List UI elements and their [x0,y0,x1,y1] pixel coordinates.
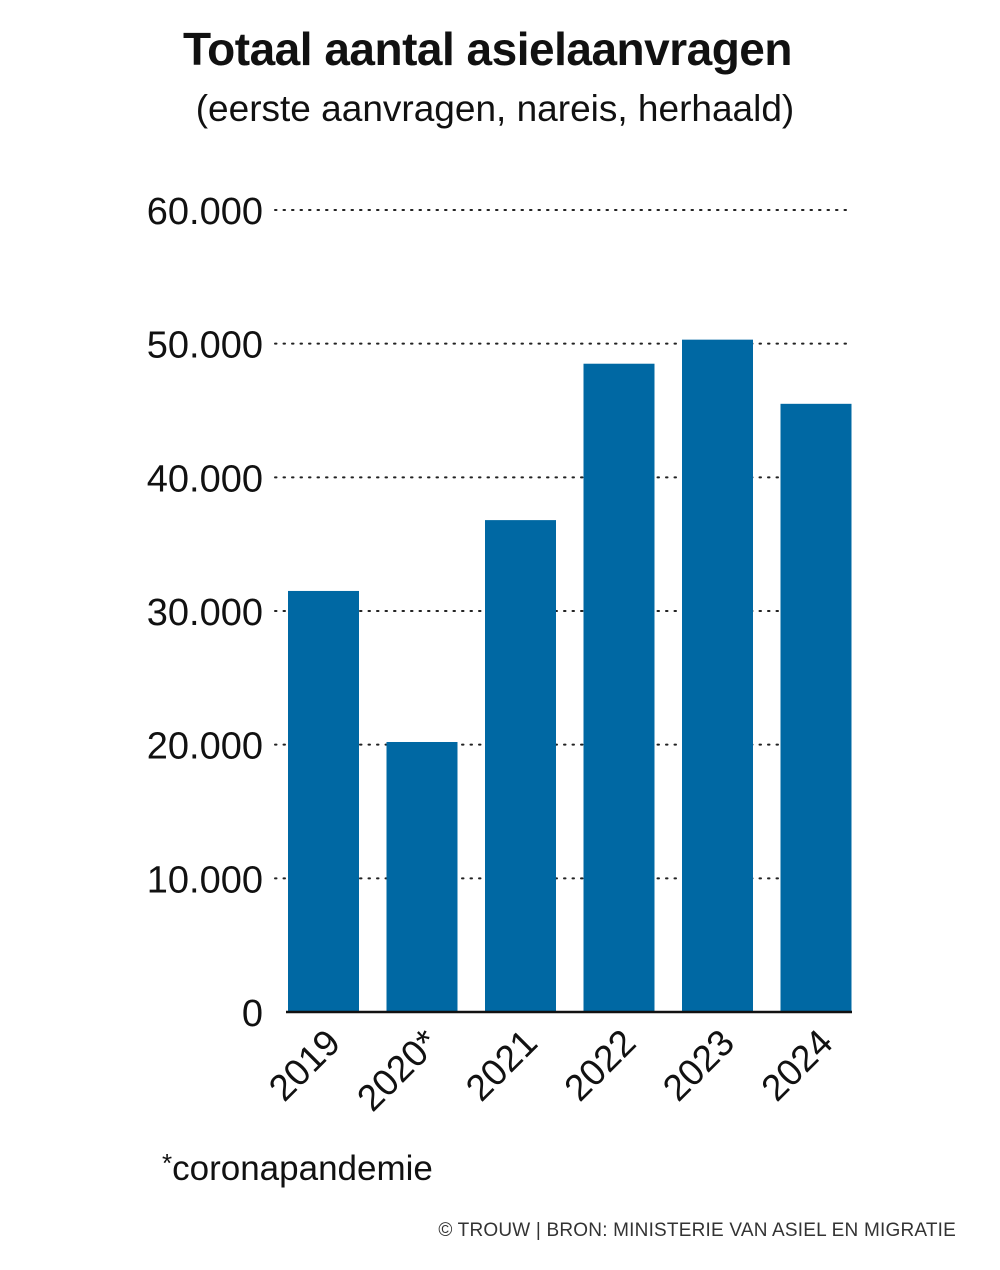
chart-subtitle: (eerste aanvragen, nareis, herhaald) [195,88,795,129]
source-credit: © TROUW | BRON: MINISTERIE VAN ASIEL EN … [438,1220,956,1241]
bar [780,403,852,1013]
x-tick: 2021 [458,1022,545,1109]
x-tick-label: 2024 [753,1022,840,1109]
footnote: *coronapandemie [162,1148,433,1189]
y-tick-label: 60.000 [147,191,263,233]
x-tick-label: 2020* [349,1022,446,1119]
gridlines [274,209,851,880]
x-tick-label: 2021 [458,1022,545,1109]
x-tick: 2019 [261,1022,348,1109]
chart-title: Totaal aantal asielaanvragen [183,23,792,75]
y-tick-label: 20.000 [147,726,263,768]
x-tick-label: 2019 [261,1022,348,1109]
y-tick-label: 30.000 [147,592,263,634]
y-tick-label: 40.000 [147,458,263,500]
footnote-marker: * [162,1148,173,1178]
bar [386,741,458,1012]
y-tick-label: 50.000 [147,325,263,367]
x-tick: 2024 [753,1022,840,1109]
x-tick: 2023 [655,1022,742,1109]
y-axis-tick-labels: 0 10.000 20.000 30.000 40.000 50.000 60.000 [147,191,263,1035]
x-tick-label: 2022 [556,1022,643,1109]
x-tick-label: 2023 [655,1022,742,1109]
bars [288,339,852,1013]
footnote-text: coronapandemie [172,1149,433,1188]
x-tick: 2020* [349,1022,446,1119]
x-axis-tick-labels: 2019 2020* 2021 2022 2023 2024 [261,1022,841,1119]
bar [485,520,556,1012]
bar [583,363,655,1012]
x-tick: 2022 [556,1022,643,1109]
bar [682,339,753,1012]
y-tick-label: 0 [242,993,263,1035]
y-tick-label: 10.000 [147,859,263,901]
bar [288,590,359,1012]
